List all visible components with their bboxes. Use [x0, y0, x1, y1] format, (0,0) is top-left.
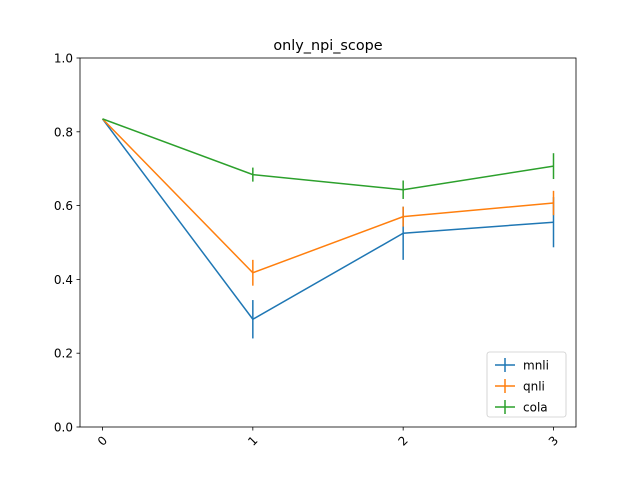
chart-title: only_npi_scope	[273, 38, 382, 54]
series-qnli	[101, 118, 555, 286]
legend-item-qnli: qnli	[495, 379, 545, 394]
y-tick-label: 0.2	[54, 347, 73, 361]
plot-frame	[79, 57, 577, 428]
legend-label: mnli	[523, 359, 549, 373]
x-tick-label: 0	[95, 433, 110, 448]
x-tick-label: 2	[396, 433, 411, 448]
y-tick-label: 0.4	[54, 273, 73, 287]
y-tick-label: 0.0	[54, 421, 73, 435]
series-mnli	[101, 118, 555, 339]
legend-box	[486, 351, 567, 418]
x-axis-ticks: 0 1 2 3	[95, 427, 561, 449]
y-tick-label: 0.6	[54, 199, 73, 213]
y-tick-label: 1.0	[54, 52, 73, 66]
x-tick-label: 1	[245, 433, 260, 448]
series-cola	[102, 118, 555, 199]
y-axis-ticks: 0.0 0.2 0.4 0.6 0.8 1.0	[54, 52, 80, 435]
legend: mnli qnli cola	[486, 351, 567, 418]
series-layer	[101, 118, 555, 339]
legend-item-mnli: mnli	[495, 358, 549, 373]
series-line-mnli	[101, 118, 554, 321]
y-tick-label: 0.8	[54, 125, 73, 139]
series-line-qnli	[101, 118, 554, 274]
legend-label: qnli	[523, 380, 545, 394]
x-tick-label: 3	[546, 433, 561, 448]
legend-label: cola	[523, 401, 548, 415]
series-line-cola	[102, 118, 554, 191]
legend-item-cola: cola	[495, 400, 548, 415]
